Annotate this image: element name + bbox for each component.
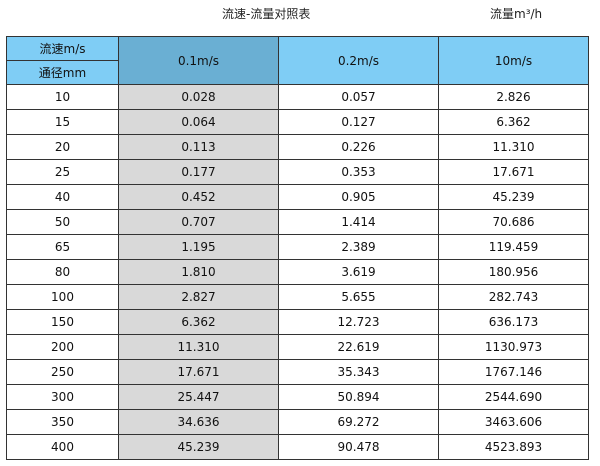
diameter-header: 通径mm — [6, 60, 119, 85]
table-row: 10 0.028 0.057 2.826 — [6, 84, 589, 110]
flow-cell: 35.343 — [278, 359, 439, 385]
flow-cell: 1.810 — [118, 259, 279, 285]
column-header: 10m/s — [438, 36, 589, 85]
diameter-cell: 10 — [6, 84, 119, 110]
flow-cell: 0.057 — [278, 84, 439, 110]
diameter-cell: 40 — [6, 184, 119, 210]
table-row: 250 17.671 35.343 1767.146 — [6, 359, 589, 385]
table-row: 200 11.310 22.619 1130.973 — [6, 334, 589, 360]
column-header: 0.1m/s — [118, 36, 279, 85]
flow-cell: 0.113 — [118, 134, 279, 160]
table-row: 300 25.447 50.894 2544.690 — [6, 384, 589, 410]
flow-cell: 1130.973 — [438, 334, 589, 360]
flow-cell: 45.239 — [118, 434, 279, 460]
flow-cell: 5.655 — [278, 284, 439, 310]
flow-cell: 70.686 — [438, 209, 589, 235]
flow-table: 流速m/s 0.1m/s 0.2m/s 10m/s 通径mm 10 0.028 0.… — [6, 36, 589, 460]
flow-cell: 0.226 — [278, 134, 439, 160]
velocity-header: 流速m/s — [6, 36, 119, 61]
flow-cell: 25.447 — [118, 384, 279, 410]
diameter-cell: 400 — [6, 434, 119, 460]
diameter-cell: 25 — [6, 159, 119, 185]
table-title: 流速-流量对照表 — [222, 7, 311, 21]
flow-cell: 1.195 — [118, 234, 279, 260]
column-header: 0.2m/s — [278, 36, 439, 85]
flow-cell: 180.956 — [438, 259, 589, 285]
flow-cell: 0.127 — [278, 109, 439, 135]
flow-cell: 50.894 — [278, 384, 439, 410]
flow-cell: 17.671 — [118, 359, 279, 385]
table-row: 50 0.707 1.414 70.686 — [6, 209, 589, 235]
diameter-cell: 20 — [6, 134, 119, 160]
flow-cell: 6.362 — [118, 309, 279, 335]
table-row: 25 0.177 0.353 17.671 — [6, 159, 589, 185]
flow-cell: 69.272 — [278, 409, 439, 435]
flow-cell: 6.362 — [438, 109, 589, 135]
flow-cell: 0.353 — [278, 159, 439, 185]
flow-cell: 3463.606 — [438, 409, 589, 435]
diameter-cell: 80 — [6, 259, 119, 285]
table-row: 80 1.810 3.619 180.956 — [6, 259, 589, 285]
flow-cell: 2.826 — [438, 84, 589, 110]
diameter-cell: 300 — [6, 384, 119, 410]
diameter-cell: 65 — [6, 234, 119, 260]
table-row: 65 1.195 2.389 119.459 — [6, 234, 589, 260]
table-row: 15 0.064 0.127 6.362 — [6, 109, 589, 135]
flow-cell: 3.619 — [278, 259, 439, 285]
flow-cell: 0.905 — [278, 184, 439, 210]
flow-cell: 2.389 — [278, 234, 439, 260]
flow-cell: 2.827 — [118, 284, 279, 310]
table-row: 100 2.827 5.655 282.743 — [6, 284, 589, 310]
flow-cell: 0.707 — [118, 209, 279, 235]
flow-cell: 11.310 — [438, 134, 589, 160]
diameter-cell: 100 — [6, 284, 119, 310]
table-row: 150 6.362 12.723 636.173 — [6, 309, 589, 335]
flow-cell: 90.478 — [278, 434, 439, 460]
unit-label: 流量m³/h — [490, 7, 543, 21]
table-row: 350 34.636 69.272 3463.606 — [6, 409, 589, 435]
flow-cell: 17.671 — [438, 159, 589, 185]
flow-cell: 12.723 — [278, 309, 439, 335]
flow-cell: 2544.690 — [438, 384, 589, 410]
flow-cell: 0.452 — [118, 184, 279, 210]
flow-cell: 282.743 — [438, 284, 589, 310]
table-row: 400 45.239 90.478 4523.893 — [6, 434, 589, 460]
diameter-cell: 200 — [6, 334, 119, 360]
flow-cell: 11.310 — [118, 334, 279, 360]
flow-cell: 1767.146 — [438, 359, 589, 385]
flow-cell: 636.173 — [438, 309, 589, 335]
flow-cell: 1.414 — [278, 209, 439, 235]
flow-cell: 45.239 — [438, 184, 589, 210]
flow-cell: 0.064 — [118, 109, 279, 135]
table-row: 40 0.452 0.905 45.239 — [6, 184, 589, 210]
diameter-cell: 150 — [6, 309, 119, 335]
table-row: 20 0.113 0.226 11.310 — [6, 134, 589, 160]
diameter-cell: 350 — [6, 409, 119, 435]
diameter-cell: 50 — [6, 209, 119, 235]
flow-cell: 22.619 — [278, 334, 439, 360]
flow-cell: 0.028 — [118, 84, 279, 110]
diameter-cell: 15 — [6, 109, 119, 135]
flow-cell: 34.636 — [118, 409, 279, 435]
flow-cell: 4523.893 — [438, 434, 589, 460]
diameter-cell: 250 — [6, 359, 119, 385]
flow-cell: 0.177 — [118, 159, 279, 185]
flow-cell: 119.459 — [438, 234, 589, 260]
